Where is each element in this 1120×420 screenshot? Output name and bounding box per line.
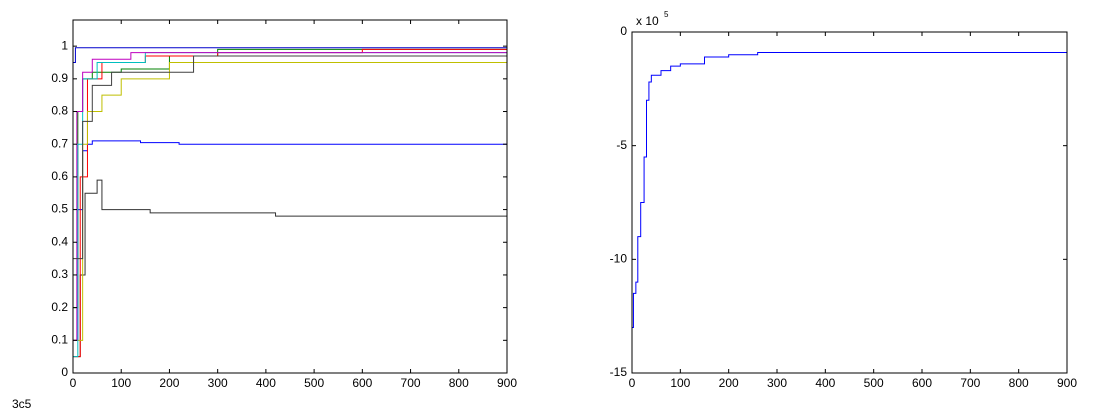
- x-tick-label: 400: [815, 376, 835, 390]
- x-tick-label: 800: [449, 376, 469, 390]
- x-tick-label: 200: [719, 376, 739, 390]
- y-tick-label: 0.5: [51, 202, 68, 216]
- x-tick-label: 500: [864, 376, 884, 390]
- y-tick-label: 0.8: [51, 104, 68, 118]
- plot-area: [632, 32, 1067, 373]
- x-tick-label: 700: [401, 376, 421, 390]
- x-tick-label: 300: [208, 376, 228, 390]
- axes-box: [631, 31, 1068, 374]
- figure-label: 3c5: [12, 397, 32, 411]
- y-tick-label: 0.7: [51, 136, 68, 150]
- y-tick-label: -15: [610, 365, 628, 379]
- axes-box: [72, 19, 508, 374]
- series-line: [73, 47, 507, 63]
- y-tick-label: 0: [620, 24, 627, 38]
- x-tick-label: 600: [352, 376, 372, 390]
- y-tick-label: -10: [610, 252, 628, 266]
- x-tick-label: 200: [159, 376, 179, 390]
- x-tick-label: 900: [497, 376, 517, 390]
- y-tick-label: 0.4: [51, 234, 68, 248]
- series-line: [73, 140, 507, 341]
- y-tick-label: 0.9: [51, 71, 68, 85]
- y-tick-label: 0.6: [51, 169, 68, 183]
- y-multiplier: x 10: [636, 14, 659, 28]
- y-tick-label: 0.3: [51, 267, 68, 281]
- y-tick-label: 1: [61, 38, 68, 52]
- y-tick-label: -5: [616, 138, 627, 152]
- series-line: [73, 49, 508, 260]
- x-tick-label: 700: [960, 376, 980, 390]
- x-tick-label: 0: [629, 376, 636, 390]
- x-tick-label: 900: [1057, 376, 1077, 390]
- x-tick-label: 100: [111, 376, 131, 390]
- y-tick-label: 0.2: [51, 300, 68, 314]
- y-tick-label: 0.1: [51, 332, 68, 346]
- series-line: [73, 49, 508, 341]
- x-tick-label: 600: [912, 376, 932, 390]
- x-tick-label: 300: [767, 376, 787, 390]
- y-multiplier-exponent: 5: [664, 10, 669, 19]
- x-tick-label: 0: [70, 376, 77, 390]
- series-line: [73, 179, 507, 358]
- y-tick-label: 0: [61, 365, 68, 379]
- x-tick-label: 800: [1009, 376, 1029, 390]
- plot-area: [73, 20, 507, 373]
- x-tick-label: 400: [256, 376, 276, 390]
- x-tick-label: 500: [304, 376, 324, 390]
- series-line: [632, 51, 1067, 329]
- x-tick-label: 100: [670, 376, 690, 390]
